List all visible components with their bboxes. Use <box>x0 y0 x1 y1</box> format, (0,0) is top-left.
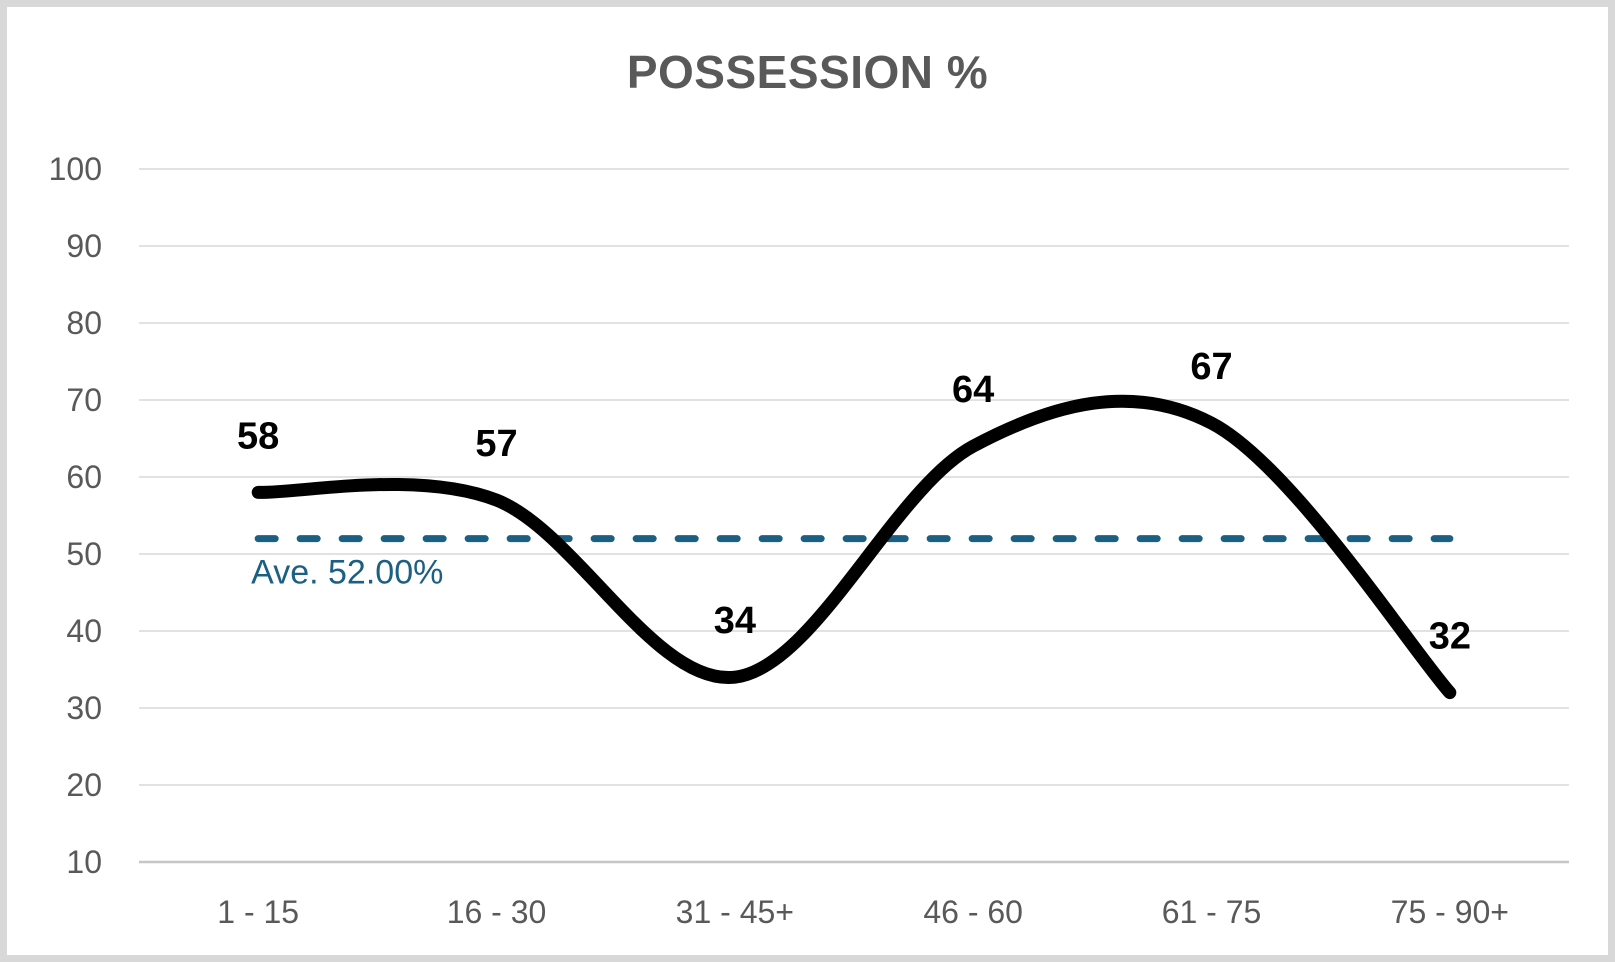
data-label: 34 <box>714 600 756 642</box>
plot-area: 10 20 30 40 50 60 70 80 90 100 1 - 15 16 - 30 31 - 4… <box>49 151 1569 930</box>
possession-line-series <box>251 394 1457 700</box>
chart-title: POSSESSION % <box>626 46 989 98</box>
y-axis-tick-label: 80 <box>66 305 102 341</box>
y-axis-tick-label: 60 <box>66 459 102 495</box>
y-axis-tick-label: 30 <box>66 690 102 726</box>
y-axis-tick-label: 100 <box>49 151 102 187</box>
average-line-label: Ave. 52.00% <box>251 554 443 592</box>
x-axis-category-label: 16 - 30 <box>447 894 547 930</box>
x-axis-category-label: 1 - 15 <box>217 894 299 930</box>
y-axis-tick-label: 90 <box>66 228 102 264</box>
x-axis-category-label: 31 - 45+ <box>676 894 794 930</box>
y-axis-tick-label: 70 <box>66 382 102 418</box>
y-axis-tick-label: 40 <box>66 613 102 649</box>
data-label: 58 <box>237 415 279 457</box>
data-label: 64 <box>952 369 994 411</box>
x-axis-category-label: 61 - 75 <box>1162 894 1262 930</box>
x-axis-category-label: 75 - 90+ <box>1391 894 1509 930</box>
data-label: 57 <box>475 423 517 465</box>
data-label: 32 <box>1429 616 1471 658</box>
y-axis-tick-label: 20 <box>66 767 102 803</box>
x-axis-category-label: 46 - 60 <box>923 894 1023 930</box>
y-axis-tick-label: 50 <box>66 536 102 572</box>
y-axis-tick-label: 10 <box>66 844 102 880</box>
data-label: 67 <box>1190 346 1232 388</box>
